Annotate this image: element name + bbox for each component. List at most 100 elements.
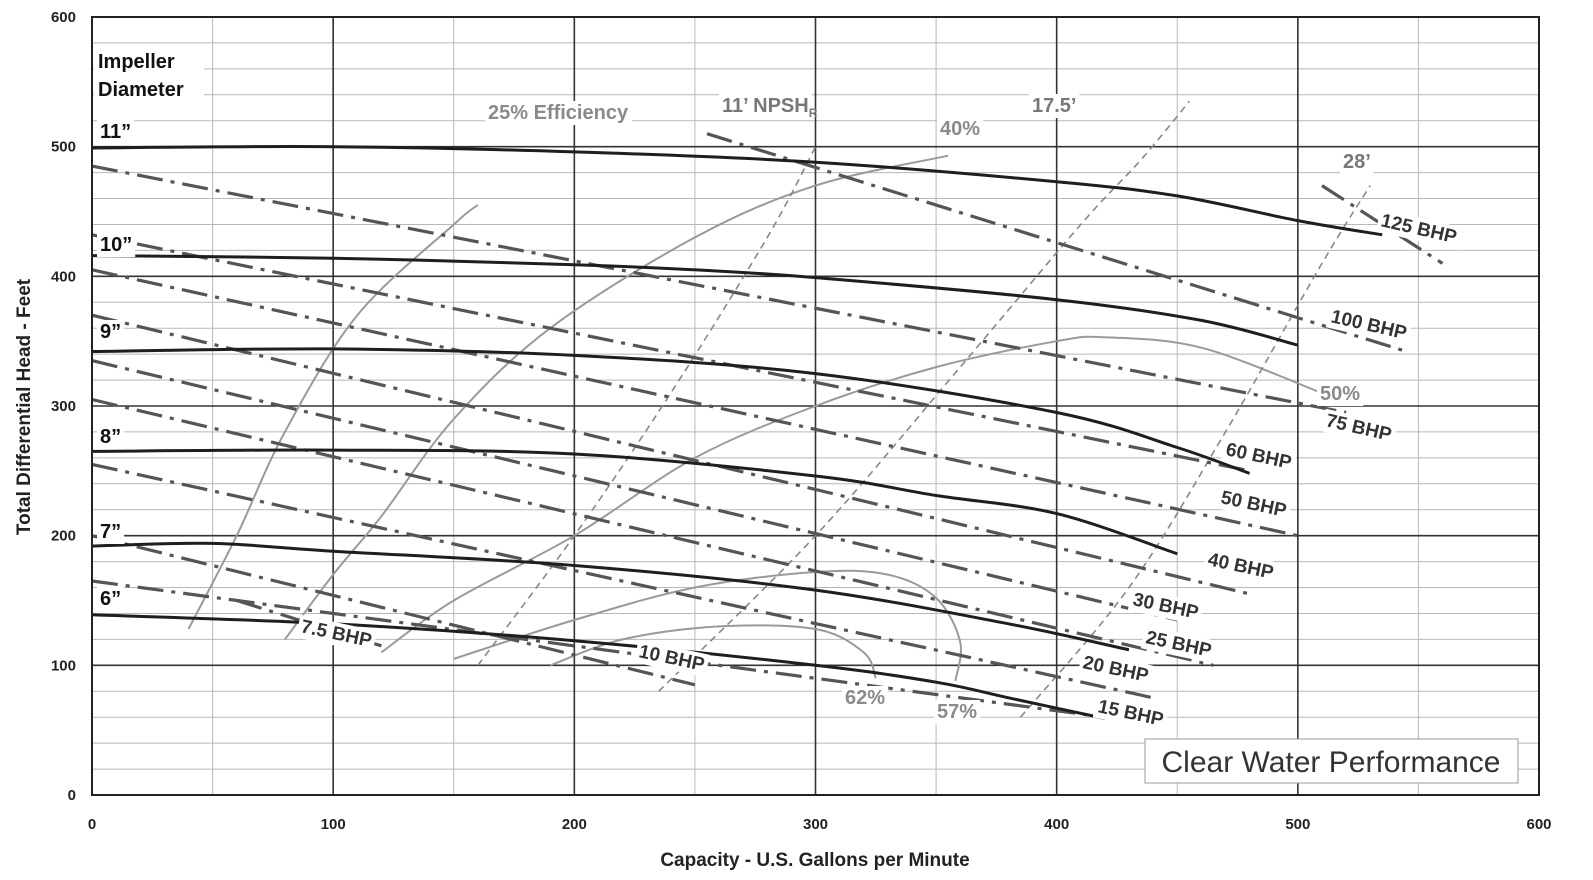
bhp-line: [91, 359, 1178, 622]
efficiency-curve: [380, 335, 1323, 654]
bhp-label: 15 BHP: [1096, 696, 1166, 730]
npsh-label: 11’ NPSHR: [722, 95, 818, 120]
bhp-label: 75 BHP: [1324, 410, 1394, 446]
bhp-label-bg: [1320, 408, 1397, 448]
npsh-curve: [658, 100, 1190, 692]
diameter-label-group: 6”: [97, 587, 125, 611]
clear-water-annotation: Clear Water Performance: [1144, 738, 1519, 784]
diameter-label-group: 8”: [97, 425, 125, 449]
diameter-curve: [91, 254, 1299, 347]
annotation-text: Clear Water Performance: [1162, 746, 1501, 779]
bhp-label-bg: [295, 614, 378, 654]
diameter-curve: [91, 145, 1383, 237]
y-tick-label: 200: [51, 528, 76, 545]
diameter-label-group: 10”: [97, 233, 136, 257]
diameter-label: 8”: [100, 426, 121, 448]
y-tick-label: 500: [51, 139, 76, 156]
diameter-label: 11”: [100, 121, 131, 143]
npsh-curve: [477, 146, 817, 666]
y-tick-label: 400: [51, 268, 76, 285]
bhp-line: [706, 132, 1407, 354]
efficiency-label-group: 62%: [842, 686, 889, 710]
bhp-line: [91, 268, 1299, 538]
npsh-subscript: R: [809, 106, 818, 120]
bhp-label-group: 40 BHP: [1202, 547, 1279, 586]
diameter-label-bg: [97, 120, 135, 144]
bhp-label-bg: [1140, 625, 1217, 664]
bhp-label-bg: [1215, 485, 1292, 524]
diameter-label-bg: [97, 425, 125, 449]
x-tick-label: 100: [321, 816, 346, 833]
x-tick-label: 200: [562, 816, 587, 833]
npsh-label-group: 11’ NPSHR: [719, 94, 818, 120]
efficiency-label-group: 57%: [934, 700, 981, 724]
bhp-line: [91, 462, 1154, 700]
x-axis-title: Capacity - U.S. Gallons per Minute: [660, 850, 969, 871]
efficiency-label: 57%: [937, 701, 977, 723]
legend-title: Impeller Diameter: [94, 44, 204, 102]
npsh-label-group: 17.5’: [1029, 94, 1080, 118]
bhp-label-group: 7.5 BHP: [295, 614, 378, 654]
npsh-label-bg: [1029, 94, 1080, 118]
efficiency-curve: [549, 624, 877, 679]
bhp-line: [91, 397, 1214, 667]
y-tick-label: 300: [51, 398, 76, 415]
bhp-label-group: 60 BHP: [1220, 437, 1297, 476]
legend-title-line-2: Diameter: [98, 79, 184, 101]
diameter-label-bg: [97, 520, 125, 544]
efficiency-label-group: 40%: [937, 117, 984, 141]
bhp-label: 40 BHP: [1206, 549, 1276, 583]
bhp-label-bg: [1092, 694, 1169, 733]
npsh-label-bg: [719, 94, 812, 118]
bhp-line: [91, 534, 696, 687]
diameter-label: 9”: [100, 321, 121, 343]
plot-frame: [91, 16, 1540, 796]
bhp-line: [91, 313, 1250, 596]
diameter-label: 7”: [100, 521, 121, 543]
bhp-label-group: 30 BHP: [1127, 587, 1204, 626]
diameter-curve: [91, 347, 1251, 475]
curves: [91, 100, 1444, 726]
efficiency-label-bg: [1317, 382, 1364, 406]
bhp-label-group: 125 BHP: [1375, 208, 1463, 250]
npsh-label-bg: [1340, 150, 1374, 174]
bhp-label-bg: [1077, 650, 1154, 689]
npsh-label: 17.5’: [1032, 95, 1076, 117]
bhp-label-bg: [1220, 437, 1297, 476]
efficiency-label: 50%: [1320, 383, 1360, 405]
diameter-curve: [91, 448, 1178, 556]
diameter-label-bg: [97, 320, 125, 344]
efficiency-curve: [187, 204, 479, 630]
bhp-label: 125 BHP: [1379, 210, 1459, 248]
bhp-label-group: 15 BHP: [1092, 694, 1169, 733]
efficiency-label: 62%: [845, 687, 885, 709]
x-tick-label: 600: [1526, 816, 1551, 833]
x-tick-label: 500: [1285, 816, 1310, 833]
bhp-label-group: 75 BHP: [1320, 408, 1397, 448]
npsh-label: 28’: [1343, 151, 1371, 173]
x-tick-label: 400: [1044, 816, 1069, 833]
x-tick-label: 300: [803, 816, 828, 833]
x-tick-label: 0: [88, 816, 96, 833]
bhp-label: 50 BHP: [1219, 487, 1289, 521]
diameter-curve: [91, 541, 1130, 652]
bhp-label-bg: [1325, 304, 1413, 346]
legend-title-line-1: Impeller: [98, 51, 175, 73]
axes: 0 100 200 300 400 500 600 0 100 200 300 400 500 600: [51, 9, 1552, 833]
bhp-label: 20 BHP: [1081, 652, 1151, 686]
diameter-label-group: 7”: [97, 520, 125, 544]
diameter-label: 6”: [100, 588, 121, 610]
diameter-label-bg: [97, 233, 136, 257]
y-tick-label: 100: [51, 657, 76, 674]
efficiency-label-bg: [485, 101, 632, 125]
bhp-line: [91, 164, 1347, 415]
efficiency-label-bg: [937, 117, 984, 141]
efficiency-label-group: 50%: [1317, 382, 1364, 406]
efficiency-label-bg: [934, 700, 981, 724]
efficiency-label-bg: [842, 686, 889, 710]
efficiency-curve: [284, 154, 949, 640]
y-tick-label: 600: [51, 9, 76, 26]
bhp-label-bg: [1202, 547, 1279, 586]
bhp-label: 7.5 BHP: [299, 616, 374, 652]
